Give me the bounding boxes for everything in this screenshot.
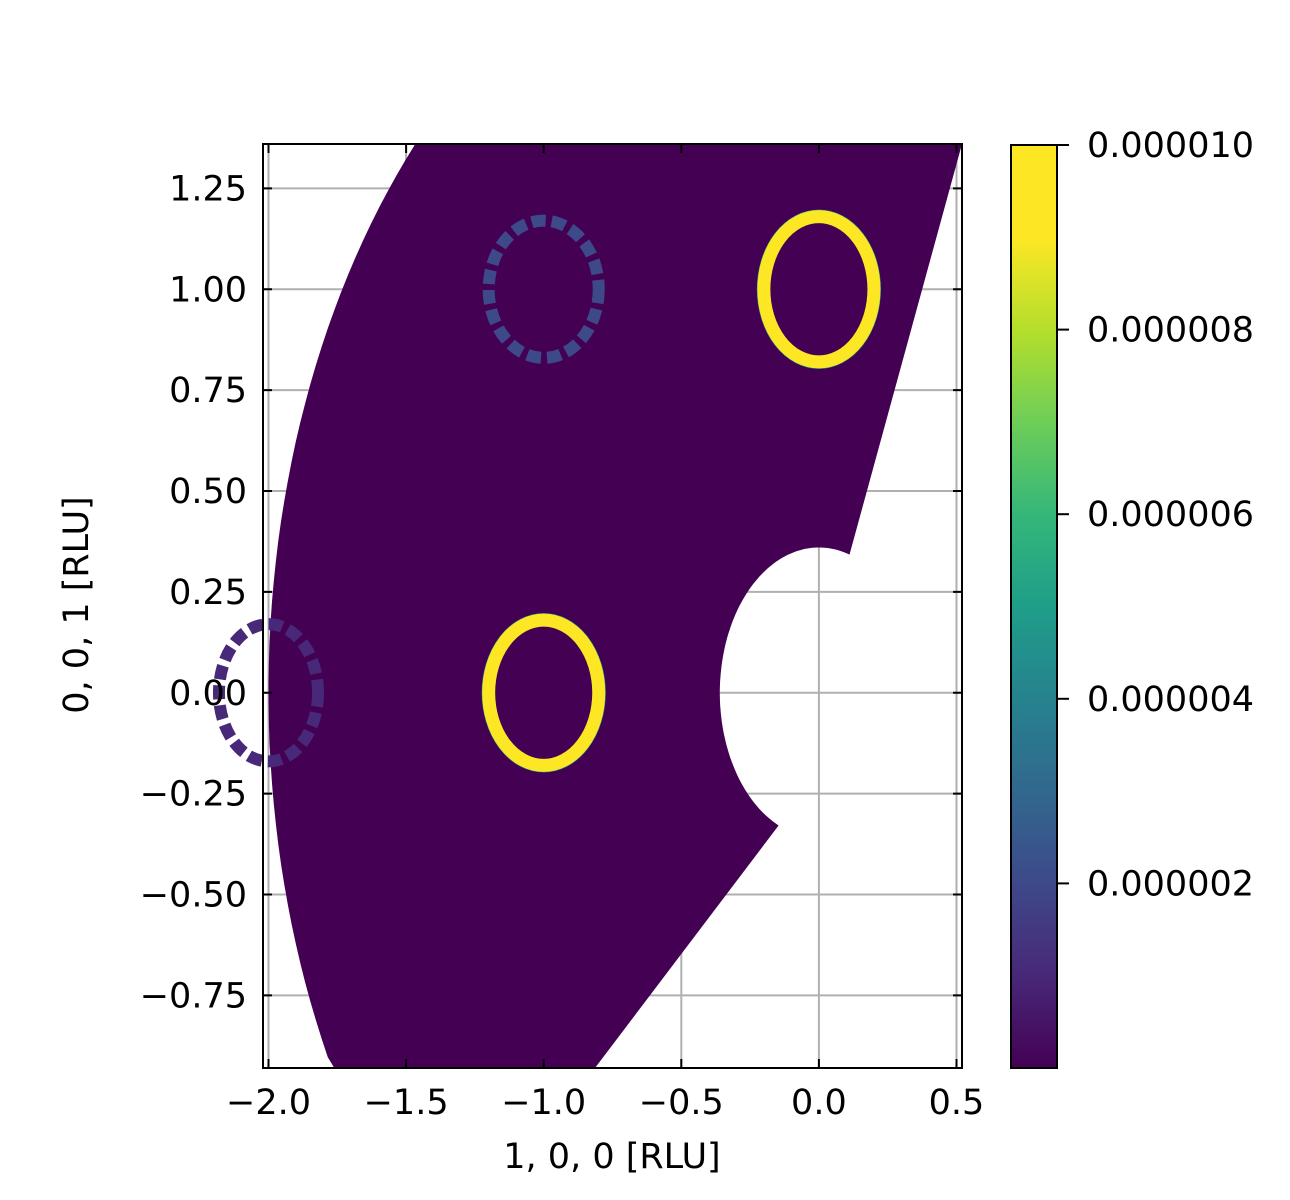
x-tick-label: 0.0 [791, 1083, 847, 1123]
y-tick-label: −0.25 [140, 775, 247, 815]
x-tick-label: −2.0 [226, 1083, 311, 1123]
y-tick-label: 0.25 [169, 573, 247, 613]
weak-ring [482, 214, 605, 364]
y-axis-label: 0, 0, 1 [RLU] [57, 496, 97, 713]
y-tick-label: 1.00 [169, 270, 247, 310]
intensity-features [212, 209, 881, 773]
x-tick-label: 0.5 [929, 1083, 985, 1123]
colorbar-tick-label: 0.000010 [1087, 126, 1254, 166]
y-tick-label: −0.50 [140, 875, 247, 915]
x-axis-label: 1, 0, 0 [RLU] [503, 1137, 720, 1177]
x-tick-label: −1.5 [364, 1083, 449, 1123]
colorbar-gradient [1010, 144, 1058, 1069]
y-tick-label: −0.75 [140, 976, 247, 1016]
axes-frame [262, 143, 963, 1069]
y-tick-label: 0.00 [169, 674, 247, 714]
colorbar-tick-label: 0.000004 [1087, 680, 1254, 720]
data-coverage-region [268, 144, 962, 1068]
x-tick-label: −0.5 [639, 1083, 724, 1123]
y-tick-label: 0.75 [169, 371, 247, 411]
y-tick-label: 0.50 [169, 472, 247, 512]
colorbar-tick-label: 0.000002 [1087, 864, 1254, 904]
y-tick-label: 1.25 [169, 169, 247, 209]
colorbar: 0.000002 0.000004 0.000006 0.000008 0.000010 [1010, 126, 1254, 1069]
strong-ring [757, 210, 881, 369]
colorbar-tick-label: 0.000006 [1087, 495, 1254, 535]
axis-ticks: −2.0 −1.5 −1.0 −0.5 0.0 0.5 −0.75 −0.50 −0.25 0.0… [140, 144, 985, 1123]
colorbar-tick-label: 0.000008 [1087, 311, 1254, 351]
strong-ring [482, 613, 606, 772]
plot-area: −2.0 −1.5 −1.0 −0.5 0.0 0.5 −0.75 −0.50 −0.25 0.0… [140, 143, 985, 1123]
weak-ring [212, 618, 325, 768]
x-tick-label: −1.0 [501, 1083, 586, 1123]
colorbar-ticks: 0.000002 0.000004 0.000006 0.000008 0.000010 [1057, 126, 1254, 904]
